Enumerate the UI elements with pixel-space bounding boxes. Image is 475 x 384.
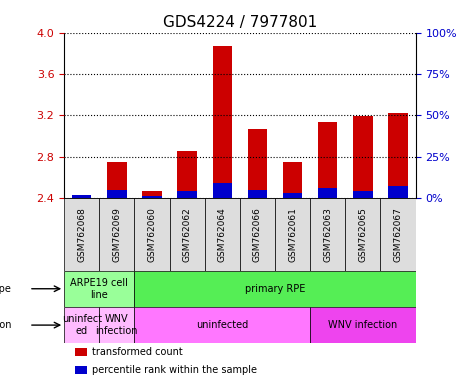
Bar (318, 122, 337, 198)
Text: percentile rank within the sample: percentile rank within the sample (92, 365, 257, 375)
Text: GSM762065: GSM762065 (359, 207, 367, 262)
Bar (64, 198, 99, 271)
Bar (134, 271, 416, 307)
Bar (353, 116, 372, 198)
Bar (99, 198, 134, 271)
Bar (240, 198, 275, 271)
Title: GDS4224 / 7977801: GDS4224 / 7977801 (163, 15, 317, 30)
Bar (389, 113, 408, 198)
Bar (142, 196, 162, 198)
Bar (380, 198, 416, 271)
Bar (64, 271, 134, 307)
Text: GSM762062: GSM762062 (183, 207, 191, 262)
Bar (134, 307, 310, 343)
Text: GSM762068: GSM762068 (77, 207, 86, 262)
Text: GSM762067: GSM762067 (394, 207, 402, 262)
Bar (107, 162, 126, 198)
Bar (310, 198, 345, 271)
Bar (213, 46, 232, 198)
Bar (72, 195, 91, 198)
Text: ARPE19 cell
line: ARPE19 cell line (70, 278, 128, 300)
Bar (213, 183, 232, 198)
Bar (345, 198, 380, 271)
Bar (142, 190, 162, 198)
Text: GSM762066: GSM762066 (253, 207, 262, 262)
Bar (178, 191, 197, 198)
Text: uninfected: uninfected (196, 320, 248, 330)
Text: infection: infection (0, 320, 12, 330)
Text: GSM762064: GSM762064 (218, 207, 227, 262)
Text: GSM762063: GSM762063 (323, 207, 332, 262)
Text: WNV
infection: WNV infection (95, 314, 138, 336)
Bar (75, 366, 87, 374)
Bar (178, 151, 197, 198)
Bar (170, 198, 205, 271)
Bar (64, 307, 99, 343)
Bar (75, 348, 87, 356)
Text: GSM762061: GSM762061 (288, 207, 297, 262)
Bar (310, 307, 416, 343)
Bar (283, 162, 302, 198)
Bar (134, 198, 170, 271)
Bar (353, 191, 372, 198)
Bar (205, 198, 240, 271)
Bar (283, 193, 302, 198)
Bar (99, 307, 134, 343)
Bar (72, 196, 91, 198)
Text: GSM762060: GSM762060 (148, 207, 156, 262)
Text: WNV infection: WNV infection (328, 320, 398, 330)
Bar (248, 190, 267, 198)
Bar (107, 190, 126, 198)
Bar (389, 186, 408, 198)
Text: uninfect
ed: uninfect ed (62, 314, 102, 336)
Text: GSM762069: GSM762069 (113, 207, 121, 262)
Bar (248, 129, 267, 198)
Bar (275, 198, 310, 271)
Text: cell type: cell type (0, 284, 11, 294)
Bar (318, 188, 337, 198)
Text: primary RPE: primary RPE (245, 284, 305, 294)
Text: transformed count: transformed count (92, 346, 183, 356)
